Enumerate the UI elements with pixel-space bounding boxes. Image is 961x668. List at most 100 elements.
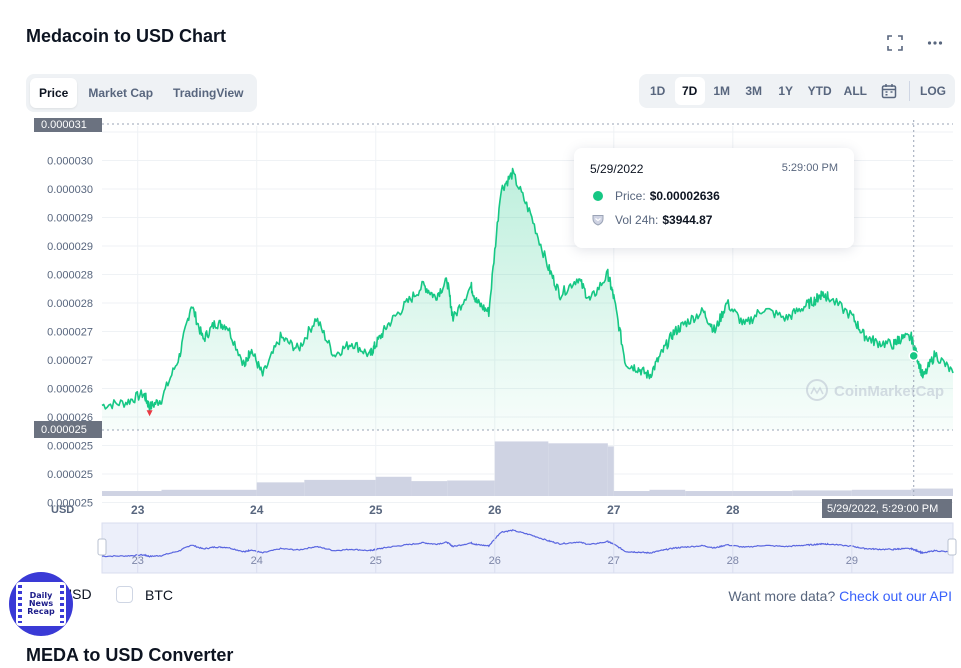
range-divider: [909, 81, 910, 101]
tooltip-time: 5:29:00 PM: [781, 162, 838, 174]
y-tick-label: 0.000025: [47, 469, 93, 481]
x-tick-label: 24: [250, 503, 264, 517]
y-tick-label: 0.000025: [47, 498, 93, 510]
more-icon: [927, 41, 943, 45]
low-price-marker: [146, 410, 153, 417]
tooltip-price-value: $0.00002636: [649, 189, 720, 203]
volume-bar: [256, 482, 305, 496]
range-3m[interactable]: 3M: [745, 84, 762, 98]
y-tick-label: 0.000030: [47, 156, 93, 168]
y-tick-label: 0.000030: [47, 184, 93, 196]
top-price-text: 0.000031: [41, 119, 87, 131]
navigator-x-label: 24: [251, 555, 263, 567]
tab-tradingview[interactable]: TradingView: [173, 86, 244, 100]
volume-bars: [102, 441, 953, 496]
x-tick-label: 27: [607, 503, 621, 517]
calendar-icon: [881, 84, 897, 99]
tooltip-price-label: Price:: [615, 189, 646, 203]
range-1d[interactable]: 1D: [650, 84, 666, 98]
y-tick-label: 0.000029: [47, 241, 93, 253]
y-tick-label: 0.000026: [47, 384, 93, 396]
y-tick-label: 0.000028: [47, 298, 93, 310]
price-area: [102, 168, 953, 430]
volume-bar: [911, 488, 953, 496]
y-axis-ticks: 0.000030 0.000030 0.000029 0.000029 0.000028…: [47, 156, 93, 510]
navigator-line: [101, 529, 954, 558]
range-1y[interactable]: 1Y: [778, 84, 794, 98]
navigator-x-ticks: 23 24 25 26 27 28 29: [132, 523, 858, 573]
page-title: Medacoin to USD Chart: [26, 26, 227, 46]
btc-checkbox[interactable]: [116, 586, 133, 603]
price-tooltip: 5/29/2022 5:29:00 PM Price: $0.00002636 …: [574, 148, 854, 248]
more-data-prompt: Want more data?: [728, 588, 836, 604]
volume-bar: [102, 491, 162, 496]
volume-bar: [685, 491, 733, 496]
tooltip-date: 5/29/2022: [590, 162, 644, 176]
y-tick-label: 0.000028: [47, 270, 93, 282]
crosshair-date-text: 5/29/2022, 5:29:00 PM: [827, 503, 938, 515]
btc-label: BTC: [145, 586, 173, 603]
y-tick-label: 0.000027: [47, 327, 93, 339]
volume-bar: [548, 443, 608, 496]
more-data-text: Want more data? Check out our API: [728, 588, 952, 604]
volume-bar: [732, 491, 793, 496]
y-tick-label: 0.000027: [47, 355, 93, 367]
crosshair-date-label: 5/29/2022, 5:29:00 PM: [822, 499, 952, 518]
x-tick-label: 26: [488, 503, 502, 517]
navigator-x-label: 23: [132, 555, 144, 567]
volume-bar: [792, 490, 852, 496]
y-tick-label: 0.000029: [47, 213, 93, 225]
api-link[interactable]: Check out our API: [839, 588, 952, 604]
volume-bar: [494, 441, 549, 496]
crosshair-point: [908, 350, 919, 362]
volume-bar: [613, 491, 650, 496]
tab-market-cap[interactable]: Market Cap: [88, 86, 154, 100]
range-navigator[interactable]: 23 24 25 26 27 28 29: [97, 522, 957, 574]
tab-price[interactable]: Price: [30, 78, 78, 108]
currency-btc-option[interactable]: BTC: [116, 586, 173, 603]
navigator-x-label: 28: [727, 555, 739, 567]
range-1m[interactable]: 1M: [713, 84, 730, 98]
more-options-button[interactable]: [924, 32, 946, 54]
fullscreen-button[interactable]: [884, 32, 906, 54]
x-tick-label: 25: [369, 503, 383, 517]
tooltip-vol-value: $3944.87: [662, 213, 713, 227]
coinmarketcap-watermark: CoinMarketCap: [806, 379, 944, 401]
current-price-text: 0.000025: [41, 424, 87, 436]
fullscreen-icon: [887, 35, 903, 51]
navigator-left-handle[interactable]: [97, 538, 107, 556]
range-ytd[interactable]: YTD: [807, 84, 832, 98]
range-all[interactable]: ALL: [843, 84, 867, 98]
x-tick-label: 23: [131, 503, 145, 517]
watermark-text: CoinMarketCap: [834, 383, 944, 400]
volume-bar: [851, 489, 912, 496]
volume-shield-icon: [592, 214, 604, 226]
navigator-right-handle[interactable]: [947, 538, 957, 556]
price-chart[interactable]: CoinMarketCap 0.0000300.0000300.0000290.…: [0, 118, 961, 580]
current-price-label: 0.000025: [34, 421, 102, 438]
chart-type-tabs: Price Market Cap TradingView: [26, 74, 257, 112]
volume-bar: [607, 446, 614, 496]
log-toggle[interactable]: LOG: [920, 84, 946, 98]
navigator-x-label: 29: [846, 555, 858, 567]
time-range-selector: 1D 7D 1M 3M 1Y YTD ALL LOG: [638, 74, 955, 108]
calendar-button[interactable]: [874, 77, 904, 105]
volume-bar: [649, 489, 686, 496]
price-dot-icon: [593, 191, 603, 201]
y-tick-label: 0.000025: [47, 441, 93, 453]
range-7d[interactable]: 7D: [674, 77, 705, 105]
volume-bar: [447, 480, 495, 496]
x-tick-label: 28: [726, 503, 740, 517]
y-axis-unit: USD: [51, 504, 74, 516]
news-film-icon: Daily News Recap: [16, 582, 66, 626]
navigator-x-label: 25: [370, 555, 382, 567]
converter-title: MEDA to USD Converter: [26, 645, 234, 665]
daily-news-recap-logo[interactable]: Daily News Recap: [9, 572, 73, 636]
volume-bar: [411, 481, 448, 496]
navigator-x-label: 26: [489, 555, 501, 567]
navigator-x-label: 27: [608, 555, 620, 567]
volume-bar: [375, 476, 412, 496]
volume-bar: [304, 479, 376, 496]
crosshair: [146, 120, 919, 496]
badge-line-3: Recap: [27, 607, 55, 616]
